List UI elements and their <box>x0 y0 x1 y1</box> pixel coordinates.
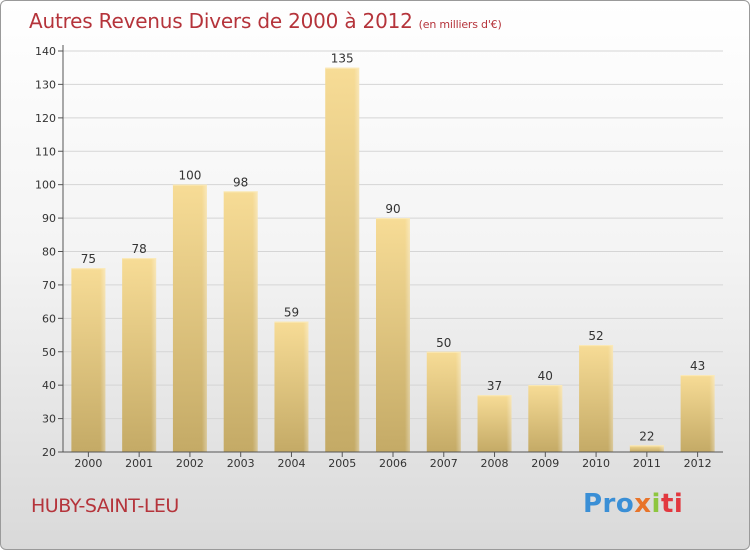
x-tick-label: 2002 <box>176 457 204 470</box>
x-tick-label: 2001 <box>125 457 153 470</box>
data-label: 40 <box>538 369 553 383</box>
bar-highlight <box>274 321 309 452</box>
bar-highlight <box>172 184 207 452</box>
y-tick-label: 30 <box>42 413 56 426</box>
x-tick-label: 2009 <box>531 457 559 470</box>
bar-highlight <box>579 345 614 452</box>
y-tick-label: 80 <box>42 246 56 259</box>
logo-part: ti <box>660 489 684 519</box>
place-name: HUBY-SAINT-LEU <box>31 495 179 517</box>
chart-title-text: Autres Revenus Divers de 2000 à 2012 <box>29 9 413 33</box>
x-tick-label: 2010 <box>582 457 610 470</box>
x-tick-label: 2005 <box>328 457 356 470</box>
data-label: 22 <box>639 429 654 443</box>
y-tick-label: 20 <box>42 446 56 459</box>
y-tick-label: 70 <box>42 279 56 292</box>
data-label: 52 <box>588 329 603 343</box>
data-label: 98 <box>233 175 248 189</box>
y-tick-label: 140 <box>35 45 56 58</box>
chart-title-unit: (en milliers d'€) <box>418 18 502 31</box>
y-tick-label: 110 <box>35 145 56 158</box>
bar-highlight <box>680 375 715 452</box>
data-label: 43 <box>690 359 705 373</box>
data-label: 135 <box>331 52 354 66</box>
data-labels: 75 78 100 98 59 135 90 50 37 40 52 22 43 <box>81 52 706 444</box>
bar-highlight <box>325 67 360 452</box>
y-tick-label: 60 <box>42 312 56 325</box>
logo-part: i <box>651 489 661 519</box>
bars <box>71 67 715 452</box>
x-tick-label: 2011 <box>633 457 661 470</box>
x-tick-label: 2003 <box>227 457 255 470</box>
x-tick-label: 2007 <box>430 457 458 470</box>
x-tick-label: 2008 <box>481 457 509 470</box>
x-tick-label: 2006 <box>379 457 407 470</box>
proxiti-logo: Proxiti <box>583 489 683 519</box>
logo-part: Pro <box>583 489 635 519</box>
y-tick-label: 130 <box>35 78 56 91</box>
data-label: 100 <box>178 169 201 183</box>
data-label: 78 <box>132 242 147 256</box>
bar-highlight <box>477 395 512 452</box>
y-tick-label: 90 <box>42 212 56 225</box>
logo-part: x <box>634 489 652 519</box>
data-label: 37 <box>487 379 502 393</box>
y-tick-label: 40 <box>42 379 56 392</box>
data-label: 90 <box>385 202 400 216</box>
bar-highlight <box>71 268 106 452</box>
y-tick-label: 50 <box>42 346 56 359</box>
x-tick-label: 2012 <box>684 457 712 470</box>
x-tick-label: 2000 <box>74 457 102 470</box>
y-tick-label: 100 <box>35 179 56 192</box>
y-tick-label: 120 <box>35 112 56 125</box>
data-label: 59 <box>284 306 299 320</box>
bar-highlight <box>223 191 258 452</box>
axes: 20 30 40 50 60 70 80 90 100 110 120 130 140 2000 2001 2… <box>35 45 723 470</box>
data-label: 75 <box>81 252 96 266</box>
data-label: 50 <box>436 336 451 350</box>
bar-highlight <box>528 385 563 452</box>
x-tick-label: 2004 <box>277 457 305 470</box>
bar-highlight <box>122 258 157 452</box>
bar-highlight <box>376 218 410 452</box>
bar-highlight <box>426 351 461 452</box>
bar-highlight <box>629 445 664 452</box>
chart-title: Autres Revenus Divers de 2000 à 2012 (en … <box>29 9 502 33</box>
